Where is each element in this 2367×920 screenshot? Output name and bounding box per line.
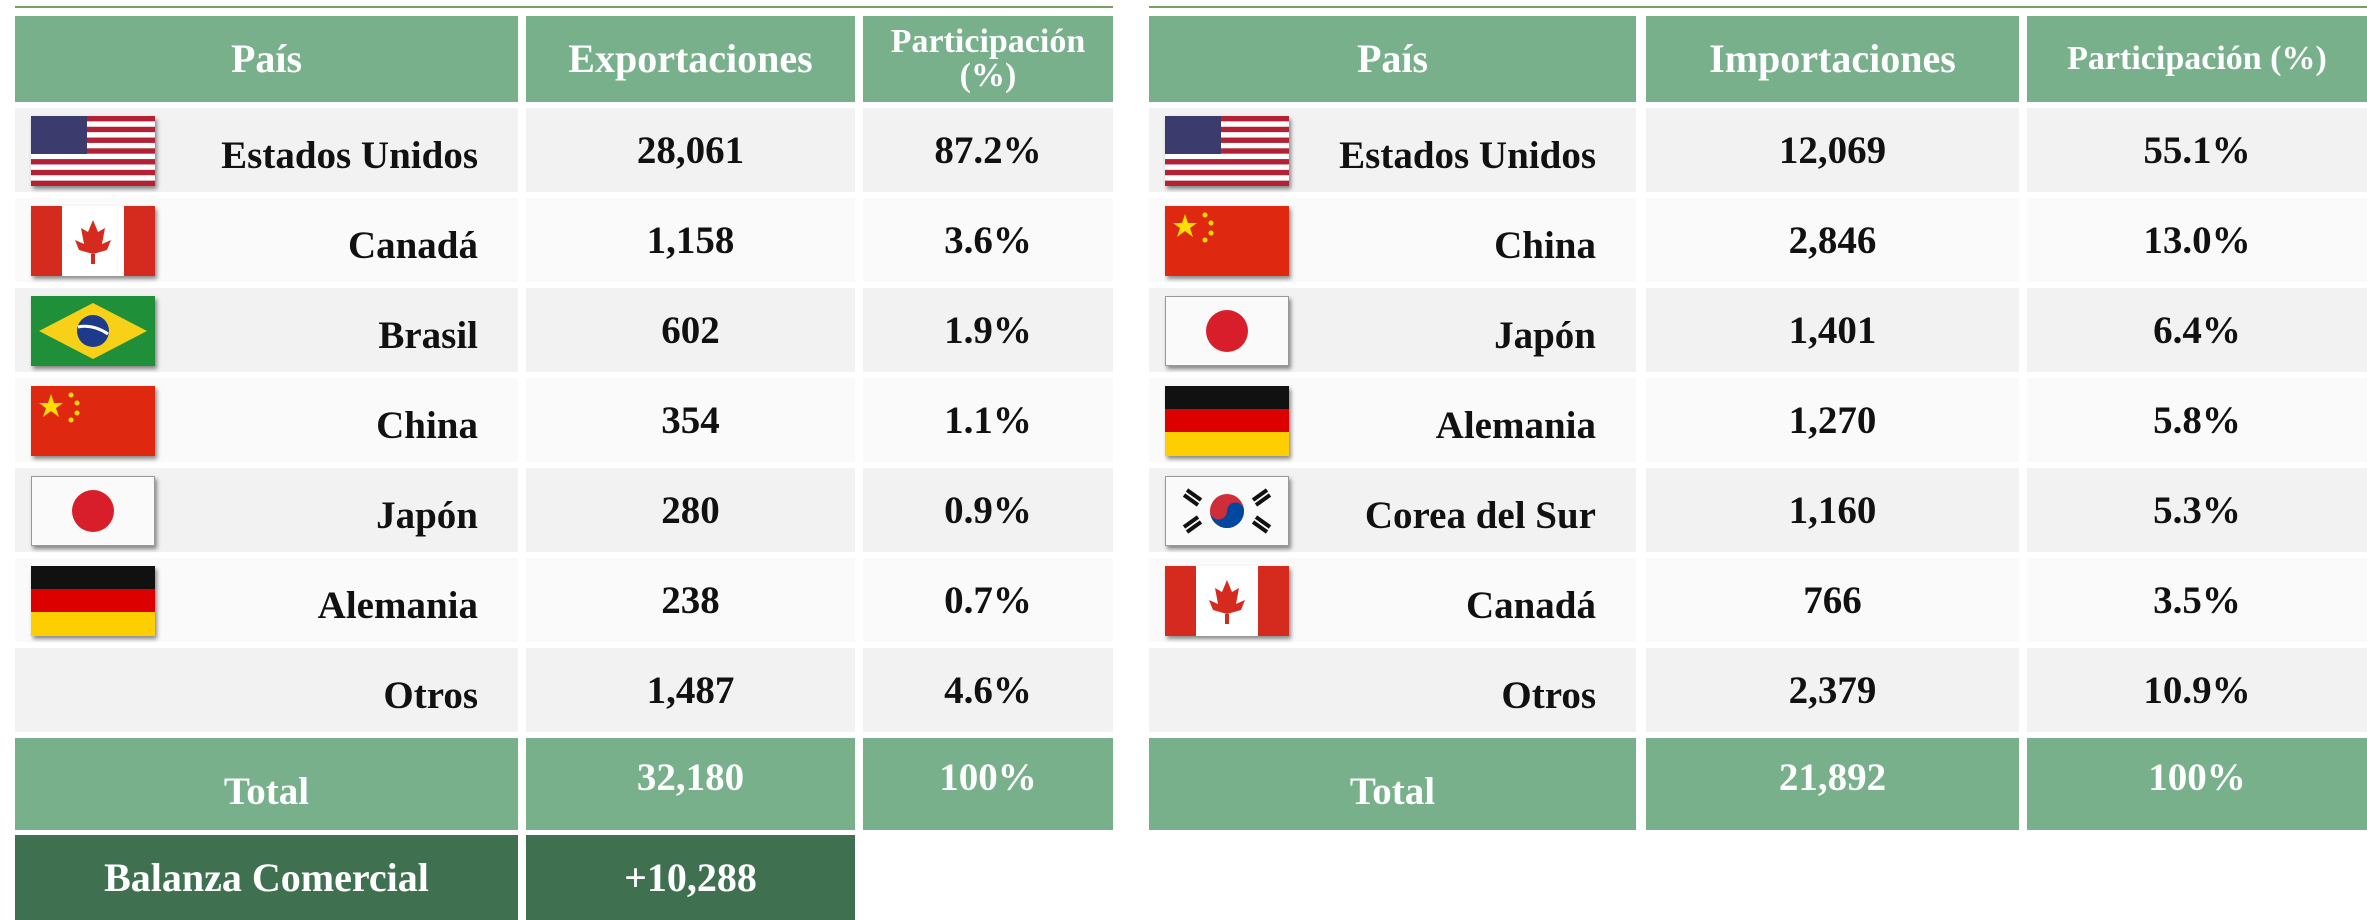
value-cell: 5.8% bbox=[2027, 378, 2367, 462]
total-cell: 100% bbox=[863, 738, 1113, 830]
header-cell: Importaciones bbox=[1646, 16, 2019, 102]
total-cell: Total bbox=[1149, 738, 1636, 830]
flag-icon bbox=[1165, 296, 1289, 366]
flag-icon bbox=[31, 296, 155, 366]
flag-icon bbox=[1165, 566, 1289, 636]
value-cell: 602 bbox=[526, 288, 855, 372]
flag-icon bbox=[1165, 386, 1289, 456]
value-cell: 766 bbox=[1646, 558, 2019, 642]
value-cell: 1,401 bbox=[1646, 288, 2019, 372]
total-cell: 32,180 bbox=[526, 738, 855, 830]
value-cell: 1,160 bbox=[1646, 468, 2019, 552]
country-cell: Otros bbox=[1149, 648, 1636, 732]
value-cell: 238 bbox=[526, 558, 855, 642]
value-cell: 28,061 bbox=[526, 108, 855, 192]
value-cell: 13.0% bbox=[2027, 198, 2367, 282]
value-cell: 2,379 bbox=[1646, 648, 2019, 732]
value-cell: 1,158 bbox=[526, 198, 855, 282]
value-cell: 6.4% bbox=[2027, 288, 2367, 372]
header-cell: País bbox=[15, 16, 518, 102]
header-cell: Participación (%) bbox=[2027, 16, 2367, 102]
flag-icon bbox=[31, 116, 155, 186]
flag-icon bbox=[31, 566, 155, 636]
balance-cell: +10,288 bbox=[526, 835, 855, 920]
value-cell: 1,487 bbox=[526, 648, 855, 732]
value-cell: 1.9% bbox=[863, 288, 1113, 372]
header-cell: Participación (%) bbox=[863, 16, 1113, 102]
value-cell: 3.6% bbox=[863, 198, 1113, 282]
value-cell: 12,069 bbox=[1646, 108, 2019, 192]
value-cell: 5.3% bbox=[2027, 468, 2367, 552]
flag-icon bbox=[1165, 476, 1289, 546]
value-cell: 0.9% bbox=[863, 468, 1113, 552]
flag-icon bbox=[31, 206, 155, 276]
total-cell: 21,892 bbox=[1646, 738, 2019, 830]
value-cell: 3.5% bbox=[2027, 558, 2367, 642]
top-rule bbox=[15, 6, 1113, 8]
total-cell: Total bbox=[15, 738, 518, 830]
top-rule bbox=[1149, 6, 2367, 8]
value-cell: 0.7% bbox=[863, 558, 1113, 642]
balance-cell: Balanza Comercial bbox=[15, 835, 518, 920]
flag-icon bbox=[31, 476, 155, 546]
flag-icon bbox=[31, 386, 155, 456]
value-cell: 1.1% bbox=[863, 378, 1113, 462]
value-cell: 10.9% bbox=[2027, 648, 2367, 732]
value-cell: 55.1% bbox=[2027, 108, 2367, 192]
value-cell: 2,846 bbox=[1646, 198, 2019, 282]
value-cell: 280 bbox=[526, 468, 855, 552]
total-cell: 100% bbox=[2027, 738, 2367, 830]
value-cell: 354 bbox=[526, 378, 855, 462]
header-cell: País bbox=[1149, 16, 1636, 102]
flag-icon bbox=[1165, 116, 1289, 186]
value-cell: 4.6% bbox=[863, 648, 1113, 732]
country-cell: Otros bbox=[15, 648, 518, 732]
flag-icon bbox=[1165, 206, 1289, 276]
value-cell: 1,270 bbox=[1646, 378, 2019, 462]
header-cell: Exportaciones bbox=[526, 16, 855, 102]
value-cell: 87.2% bbox=[863, 108, 1113, 192]
